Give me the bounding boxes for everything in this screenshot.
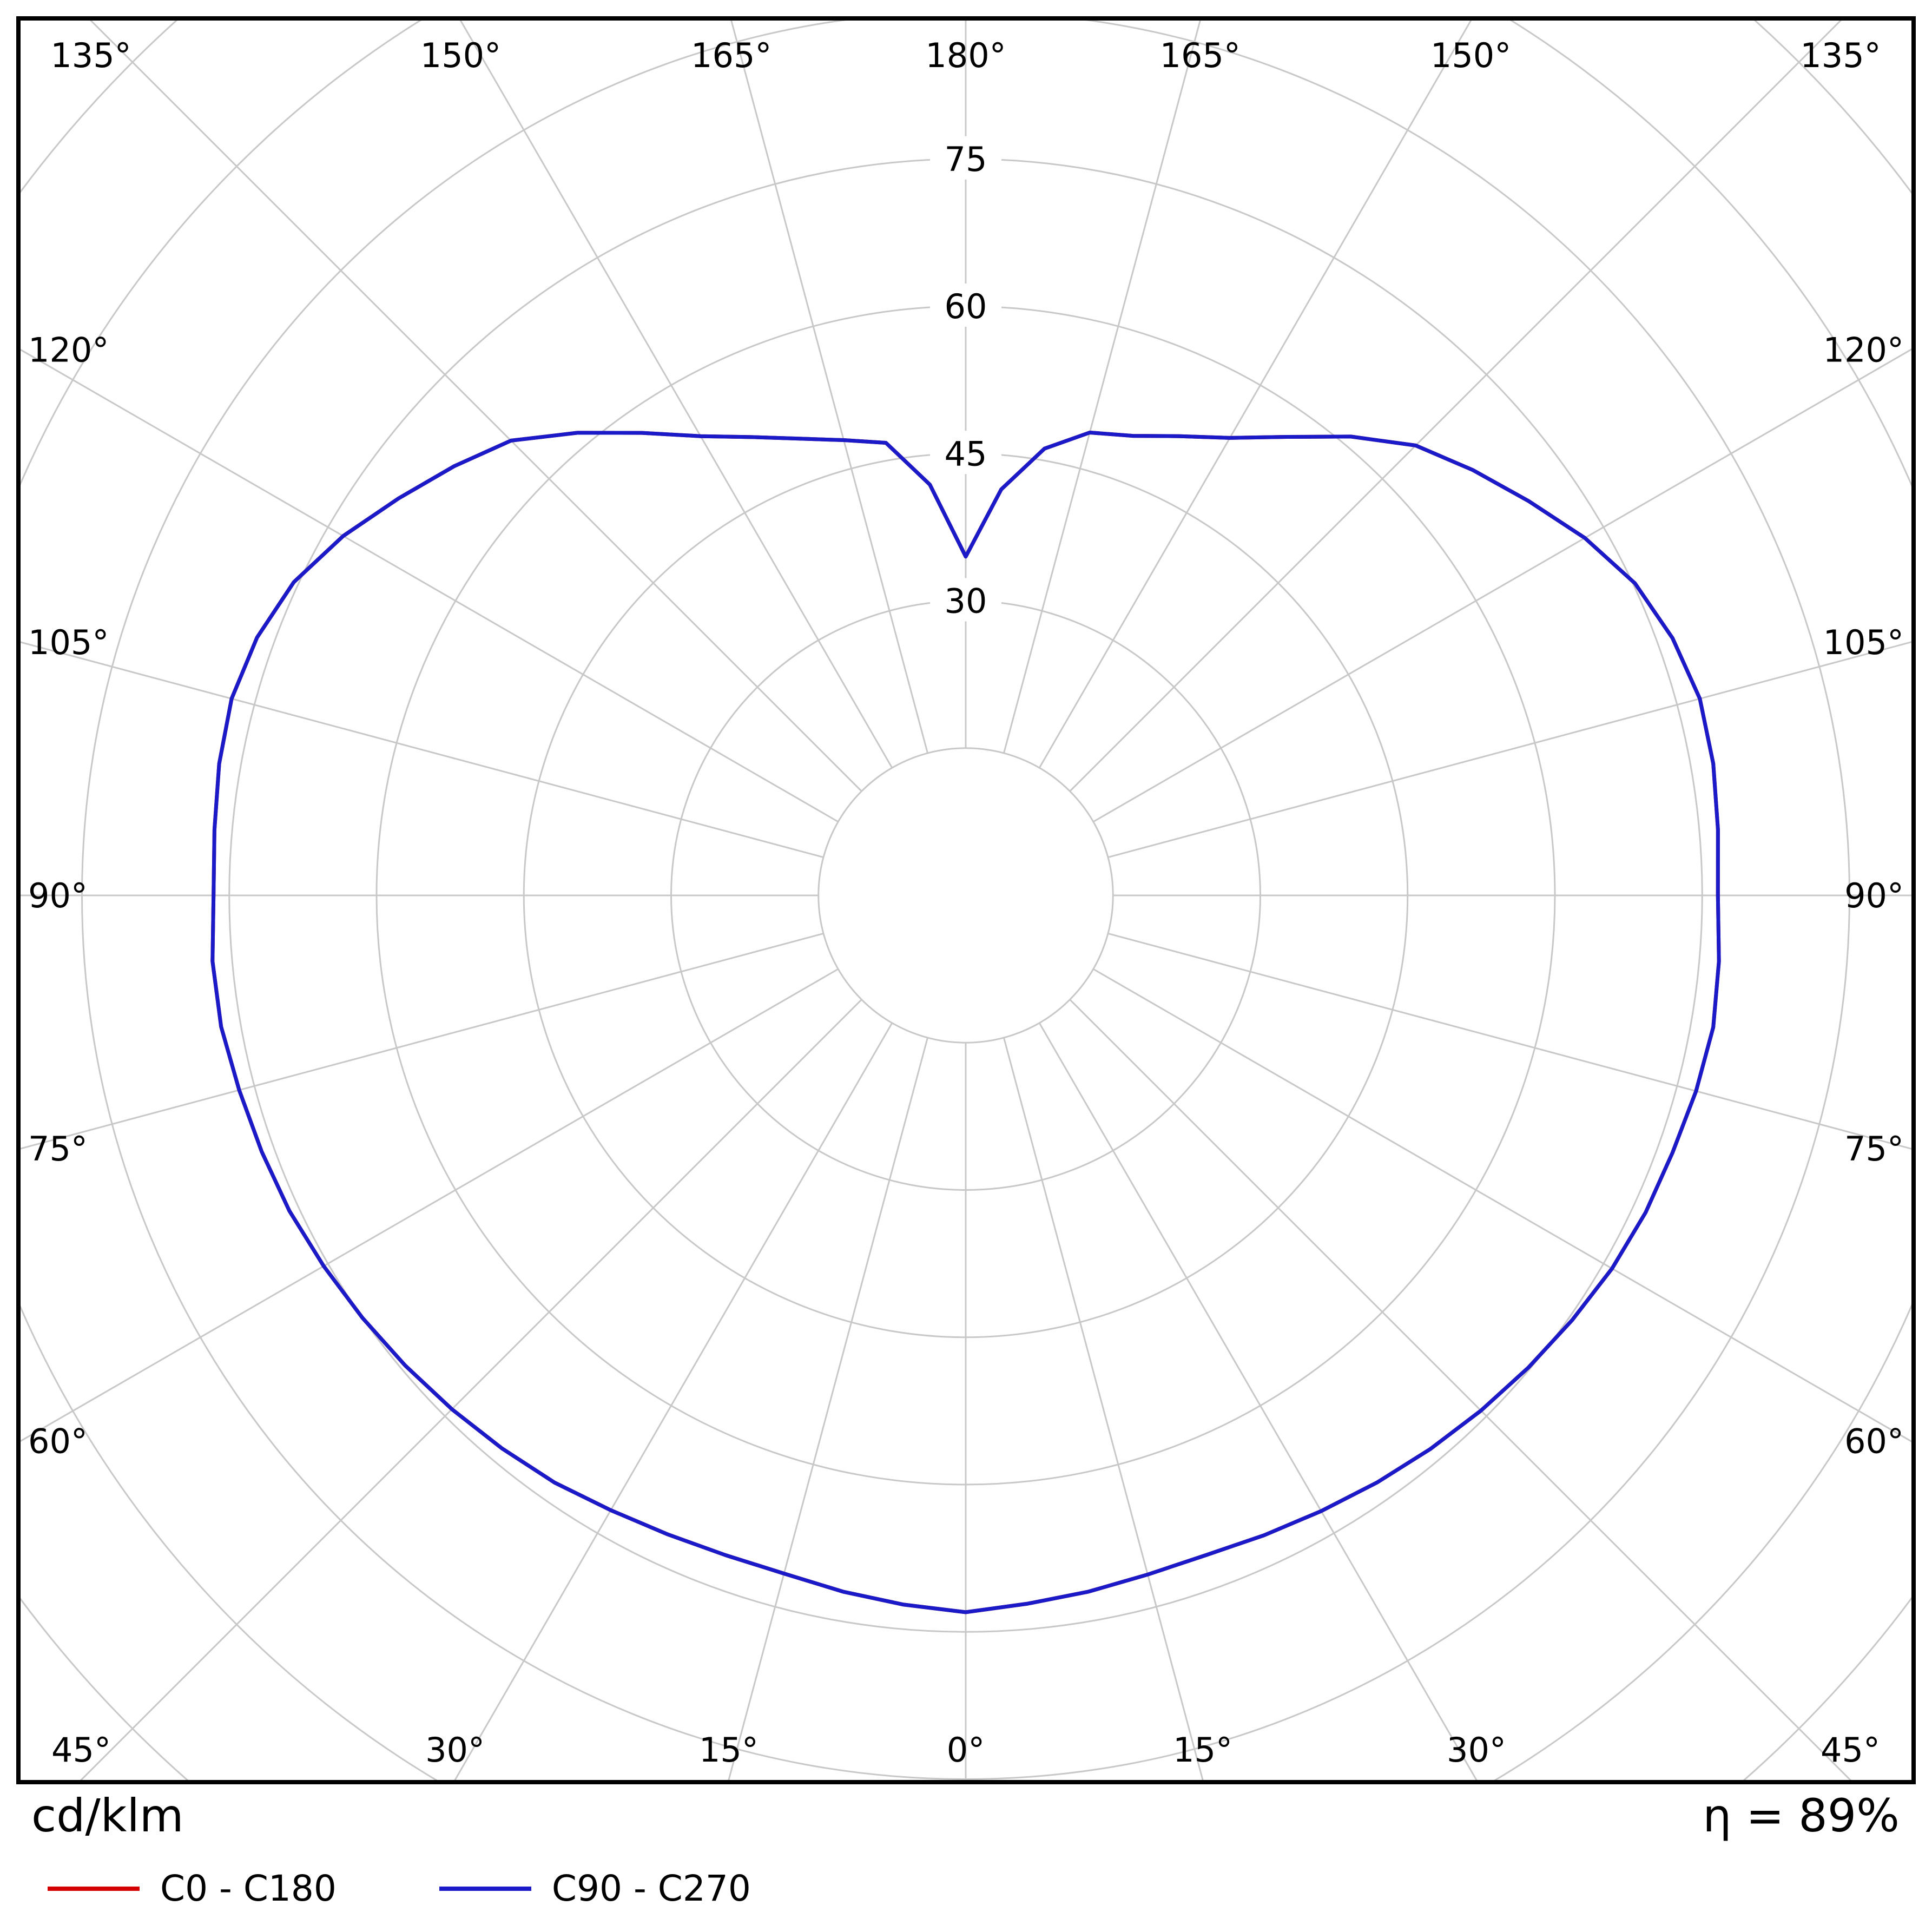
- svg-text:120°: 120°: [1823, 330, 1904, 370]
- svg-text:150°: 150°: [420, 36, 501, 75]
- footer: cd/klm η = 89% C0 - C180 C90 - C270: [16, 1785, 1916, 1932]
- svg-text:165°: 165°: [1160, 36, 1241, 75]
- svg-text:75°: 75°: [28, 1129, 88, 1169]
- legend: C0 - C180 C90 - C270: [48, 1868, 751, 1909]
- polar-grid: [21, 21, 1911, 1780]
- svg-text:150°: 150°: [1430, 36, 1511, 75]
- svg-text:45: 45: [945, 434, 987, 473]
- svg-text:120°: 120°: [28, 330, 109, 370]
- svg-text:30°: 30°: [425, 1730, 485, 1770]
- polar-plot-frame: 0° 15° 15° 30° 30° 45° 45° 135° 135° 150° 150° 165°…: [16, 16, 1916, 1784]
- svg-text:30: 30: [945, 582, 987, 621]
- svg-text:135°: 135°: [50, 36, 131, 75]
- svg-text:15°: 15°: [1173, 1730, 1232, 1770]
- svg-text:90°: 90°: [28, 876, 88, 915]
- legend-item-c90-c270: C90 - C270: [439, 1868, 751, 1909]
- svg-text:105°: 105°: [1823, 623, 1904, 662]
- ring-labels: 30 45 60 75: [930, 136, 1001, 622]
- polar-chart: 0° 15° 15° 30° 30° 45° 45° 135° 135° 150° 150° 165°…: [21, 21, 1911, 1780]
- angle-labels: 0° 15° 15° 30° 30° 45° 45° 135° 135° 150° 150° 165°…: [28, 36, 1904, 1770]
- svg-text:60°: 60°: [28, 1422, 88, 1461]
- legend-swatch-c0-c180: [48, 1886, 140, 1891]
- svg-text:180°: 180°: [925, 36, 1006, 75]
- efficiency-label: η = 89%: [1703, 1789, 1900, 1842]
- svg-text:165°: 165°: [691, 36, 772, 75]
- svg-text:90°: 90°: [1844, 876, 1904, 915]
- svg-text:0°: 0°: [947, 1730, 985, 1770]
- footer-row: cd/klm η = 89%: [16, 1785, 1916, 1838]
- svg-text:75°: 75°: [1844, 1129, 1904, 1169]
- svg-text:45°: 45°: [1821, 1730, 1880, 1770]
- legend-item-c0-c180: C0 - C180: [48, 1868, 337, 1909]
- svg-text:45°: 45°: [51, 1730, 111, 1770]
- curve-c90-c270: [210, 431, 1721, 1614]
- svg-text:105°: 105°: [28, 623, 109, 662]
- legend-label-c0-c180: C0 - C180: [160, 1868, 337, 1909]
- svg-text:15°: 15°: [699, 1730, 759, 1770]
- legend-swatch-c90-c270: [439, 1886, 531, 1891]
- svg-text:75: 75: [945, 140, 987, 179]
- svg-text:135°: 135°: [1800, 36, 1881, 75]
- svg-text:60°: 60°: [1844, 1422, 1904, 1461]
- svg-text:60: 60: [945, 287, 987, 326]
- unit-label: cd/klm: [31, 1789, 184, 1842]
- svg-text:30°: 30°: [1447, 1730, 1506, 1770]
- legend-label-c90-c270: C90 - C270: [551, 1868, 751, 1909]
